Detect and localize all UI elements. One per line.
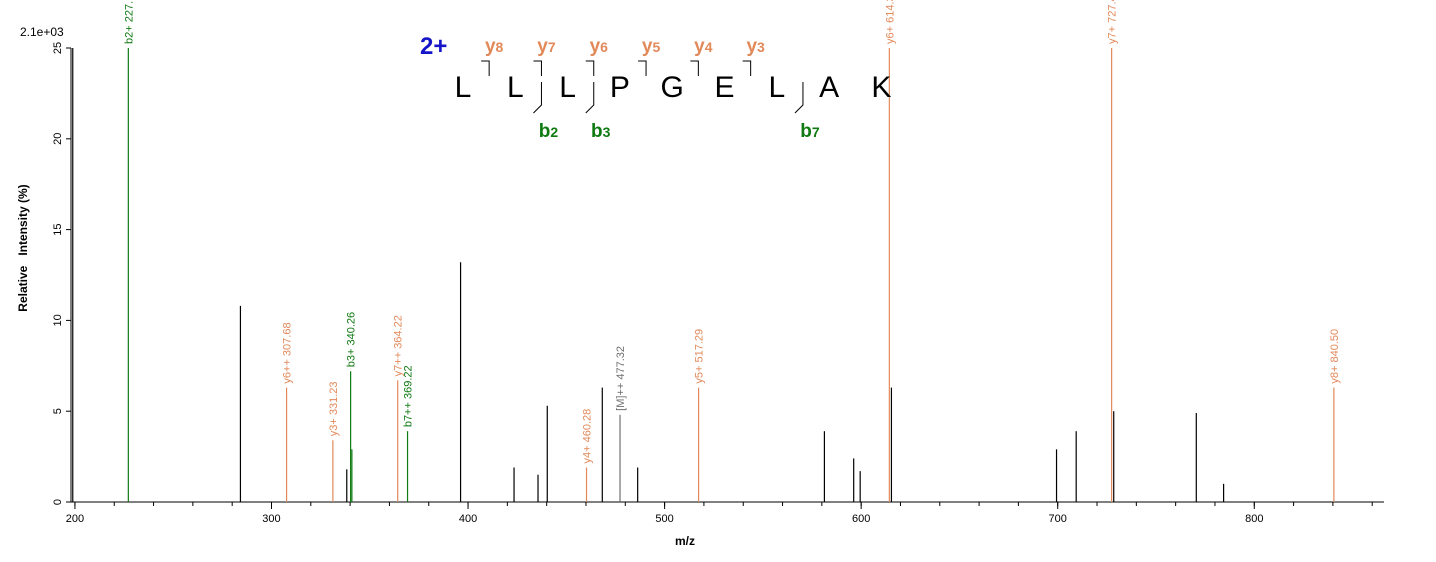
y-ion-bracket (533, 60, 542, 76)
ion-letter: y (537, 36, 548, 57)
residue: L (768, 71, 785, 104)
peak-label: b2+ 227.17 (123, 0, 135, 44)
peak-label: y5+ 517.29 (694, 329, 706, 384)
y-ion-bracket (690, 60, 699, 76)
ion-letter: b (800, 121, 812, 142)
y-tick-label: 20 (52, 133, 64, 145)
peak-label: [M]++ 477.32 (615, 346, 627, 411)
ion-letter: y (694, 36, 705, 57)
y-tick-label: 10 (52, 314, 64, 326)
y-ion-bracket (585, 60, 595, 76)
peak-label: b7++ 369.22 (403, 365, 415, 427)
residue: L (507, 71, 524, 104)
charge-state: 2+ (420, 33, 447, 60)
x-tick-label: 400 (459, 513, 477, 525)
y-axis-label: Relative Intensity (%) (16, 184, 30, 311)
y-tick-label: 5 (52, 408, 64, 414)
x-tick-label: 800 (1245, 513, 1263, 525)
y-ion-label: y4 (694, 36, 713, 57)
peak-label: y4+ 460.28 (582, 409, 594, 464)
y-ion-bracket (638, 60, 647, 76)
peak-label: y6++ 307.68 (282, 322, 294, 383)
b-ion-bracket (533, 82, 542, 114)
b-ion-bracket (585, 82, 595, 114)
ion-index: 6 (600, 39, 608, 55)
ion-letter: y (746, 36, 757, 57)
y-ion-bracket (742, 60, 752, 76)
y-ion-label: y6 (590, 36, 609, 57)
ion-index: 7 (548, 39, 556, 55)
residue: L (455, 71, 472, 104)
ion-index: 5 (652, 39, 660, 55)
intensity-scale-label: 2.1e+03 (20, 25, 64, 39)
peak-label: y3+ 331.23 (328, 382, 340, 437)
residue: A (819, 71, 839, 104)
x-tick-label: 700 (1049, 513, 1067, 525)
y-ion-label: y3 (746, 36, 765, 57)
b-ion-label: b3 (591, 121, 611, 142)
peak-label: y7++ 364.22 (393, 315, 405, 376)
ion-index: 2 (550, 124, 558, 140)
b-ion-label: b2 (539, 121, 559, 142)
residue: G (661, 71, 684, 104)
x-tick-label: 200 (66, 513, 84, 525)
ion-letter: y (590, 36, 601, 57)
y-ion-bracket (481, 60, 490, 76)
ion-index: 4 (705, 39, 713, 55)
y-tick-label: 0 (52, 499, 64, 505)
ion-letter: y (485, 36, 496, 57)
b-ion-bracket (794, 82, 804, 114)
peak-labels: b2+ 227.17 y6++ 307.68 y3+ 331.23 b3+ 340.2… (123, 0, 1341, 463)
ion-letter: b (539, 121, 551, 142)
peaks (72, 48, 1335, 502)
x-tick-label: 600 (852, 513, 870, 525)
y-tick-label: 15 (52, 223, 64, 235)
y-ion-label: y7 (537, 36, 556, 57)
residue: K (871, 71, 891, 104)
residue: L (559, 71, 576, 104)
peak-label: y7+ 727.43 (1107, 0, 1119, 44)
peak-label: y6+ 614.34 (884, 0, 896, 44)
ion-letter: b (591, 121, 603, 142)
y-ion-label: y8 (485, 36, 504, 57)
ion-letter: y (642, 36, 653, 57)
x-tick-label: 300 (262, 513, 280, 525)
peak-label: y8+ 840.50 (1329, 329, 1341, 384)
residue: E (714, 71, 734, 104)
x-axis-label: m/z (675, 534, 695, 548)
ion-index: 3 (757, 39, 765, 55)
y-tick-label: 25 (52, 42, 64, 54)
ion-index: 3 (603, 124, 611, 140)
y-ion-label: y5 (642, 36, 661, 57)
peak-label: b3+ 340.26 (346, 312, 358, 367)
x-tick-label: 500 (655, 513, 673, 525)
b-ion-label: b7 (800, 121, 820, 142)
residue: P (610, 71, 630, 104)
ion-index: 8 (496, 39, 504, 55)
ion-index: 7 (812, 124, 820, 140)
